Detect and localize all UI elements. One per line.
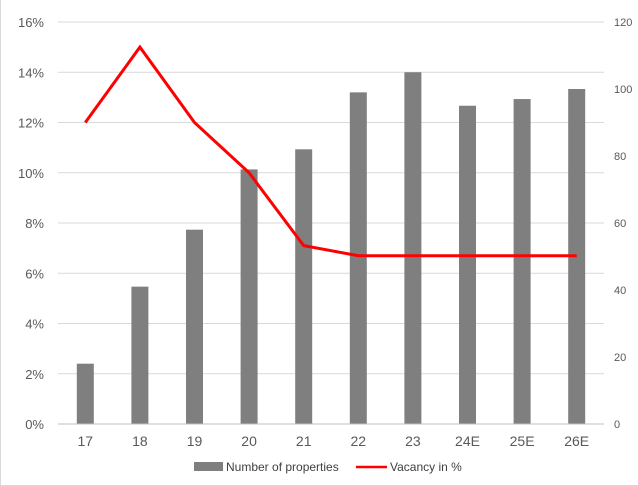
left-axis-tick-label: 16%	[18, 15, 44, 30]
bar-series	[76, 72, 586, 425]
left-axis-tick-label: 2%	[25, 367, 44, 382]
gridlines	[58, 21, 604, 425]
legend-swatch-bar	[194, 462, 223, 471]
x-axis: 17 18 19 20 21 22 23 24E 25E 26E	[58, 423, 604, 449]
bar	[459, 105, 476, 424]
left-axis-tick-label: 0%	[25, 417, 44, 432]
left-axis-tick-label: 10%	[18, 166, 44, 181]
bar	[186, 229, 203, 424]
left-y-axis: 0% 2% 4% 6% 8% 10% 12% 14% 16%	[18, 15, 44, 432]
x-axis-tick-label: 23	[405, 433, 421, 449]
bar	[349, 92, 367, 424]
legend-label-bar: Number of properties	[226, 460, 339, 474]
x-axis-tick-label: 17	[78, 433, 94, 449]
bar	[295, 149, 313, 425]
bar	[76, 363, 94, 424]
x-axis-tick-label: 22	[351, 433, 367, 449]
right-axis-tick-label: 0	[614, 419, 620, 431]
x-axis-tick-label: 18	[132, 433, 148, 449]
bar	[404, 72, 422, 424]
x-axis-tick-label: 26E	[564, 433, 589, 449]
left-axis-tick-label: 6%	[25, 266, 44, 281]
bar	[513, 99, 531, 425]
bar	[131, 286, 149, 424]
x-axis-tick-label: 24E	[455, 433, 480, 449]
line-series	[84, 44, 577, 258]
legend-label-line: Vacancy in %	[390, 460, 462, 474]
right-axis-tick-label: 100	[614, 84, 632, 96]
x-axis-tick-label: 19	[187, 433, 203, 449]
left-axis-tick-label: 12%	[18, 116, 44, 131]
left-axis-tick-label: 8%	[25, 216, 44, 231]
left-axis-tick-label: 14%	[18, 65, 44, 80]
right-y-axis: 0 20 40 60 80 100 120	[614, 17, 632, 431]
right-axis-tick-label: 40	[614, 285, 626, 297]
x-axis-tick-label: 25E	[510, 433, 535, 449]
x-axis-tick-label: 20	[241, 433, 257, 449]
x-axis-tick-label: 21	[296, 433, 312, 449]
left-axis-tick-label: 4%	[25, 317, 44, 332]
right-axis-tick-label: 20	[614, 352, 626, 364]
legend: Number of properties Vacancy in %	[194, 460, 462, 474]
right-axis-tick-label: 120	[614, 17, 632, 29]
series-line	[84, 44, 577, 258]
right-axis-tick-label: 60	[614, 218, 626, 230]
right-axis-tick-label: 80	[614, 151, 626, 163]
bar	[240, 169, 258, 424]
